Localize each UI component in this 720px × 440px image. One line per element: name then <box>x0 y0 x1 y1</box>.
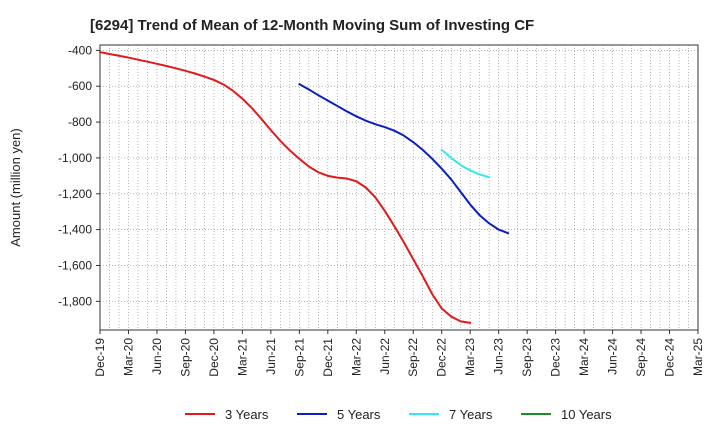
series-line-3-years <box>99 51 472 324</box>
x-tick-label: Dec-21 <box>321 338 335 377</box>
x-tick-label: Jun-21 <box>264 338 278 375</box>
x-tick-label: Jun-23 <box>492 338 506 375</box>
x-tick-label: Mar-23 <box>463 338 477 376</box>
legend-label: 10 Years <box>561 407 612 422</box>
series-lines <box>99 51 510 324</box>
x-tick-label: Dec-24 <box>663 338 677 377</box>
series-line-5-years <box>298 83 510 235</box>
legend: 3 Years 5 Years 7 Years 10 Years <box>185 407 612 422</box>
x-tick-label: Sep-20 <box>178 338 192 377</box>
x-tick-label: Jun-24 <box>606 338 620 375</box>
x-tick-label: Jun-22 <box>378 338 392 375</box>
x-tick-label: Jun-20 <box>150 338 164 375</box>
y-tick-label: -400 <box>68 43 92 57</box>
y-axis-label: Amount (million yen) <box>8 128 23 247</box>
series-line-7-years <box>440 148 491 179</box>
x-tick-label: Mar-24 <box>577 338 591 376</box>
x-axis-ticks: Dec-19 Mar-20 Jun-20 Sep-20 Dec-20 Mar-21 Jun-… <box>93 330 705 377</box>
y-axis-ticks: -400 -600 -800 -1,000 -1,200 -1,400 -1,600 -1,8… <box>58 43 100 308</box>
y-tick-label: -1,600 <box>58 258 92 272</box>
y-tick-label: -1,400 <box>58 223 92 237</box>
legend-label: 5 Years <box>337 407 381 422</box>
x-tick-label: Sep-21 <box>292 338 306 377</box>
grid <box>100 45 698 330</box>
x-tick-label: Sep-24 <box>634 338 648 377</box>
y-tick-label: -800 <box>68 115 92 129</box>
x-tick-label: Dec-19 <box>93 338 107 377</box>
plot-area <box>99 44 699 331</box>
legend-label: 7 Years <box>449 407 493 422</box>
legend-label: 3 Years <box>225 407 269 422</box>
x-tick-label: Dec-22 <box>435 338 449 377</box>
y-tick-label: -1,800 <box>58 294 92 308</box>
y-tick-label: -1,000 <box>58 151 92 165</box>
x-tick-label: Dec-23 <box>549 338 563 377</box>
x-tick-label: Mar-25 <box>691 338 705 376</box>
x-tick-label: Sep-22 <box>406 338 420 377</box>
y-tick-label: -600 <box>68 79 92 93</box>
x-tick-label: Mar-20 <box>121 338 135 376</box>
y-tick-label: -1,200 <box>58 187 92 201</box>
x-tick-label: Sep-23 <box>520 338 534 377</box>
chart-title: [6294] Trend of Mean of 12-Month Moving … <box>90 17 534 34</box>
x-tick-label: Mar-21 <box>235 338 249 376</box>
x-tick-label: Mar-22 <box>349 338 363 376</box>
x-tick-label: Dec-20 <box>207 338 221 377</box>
